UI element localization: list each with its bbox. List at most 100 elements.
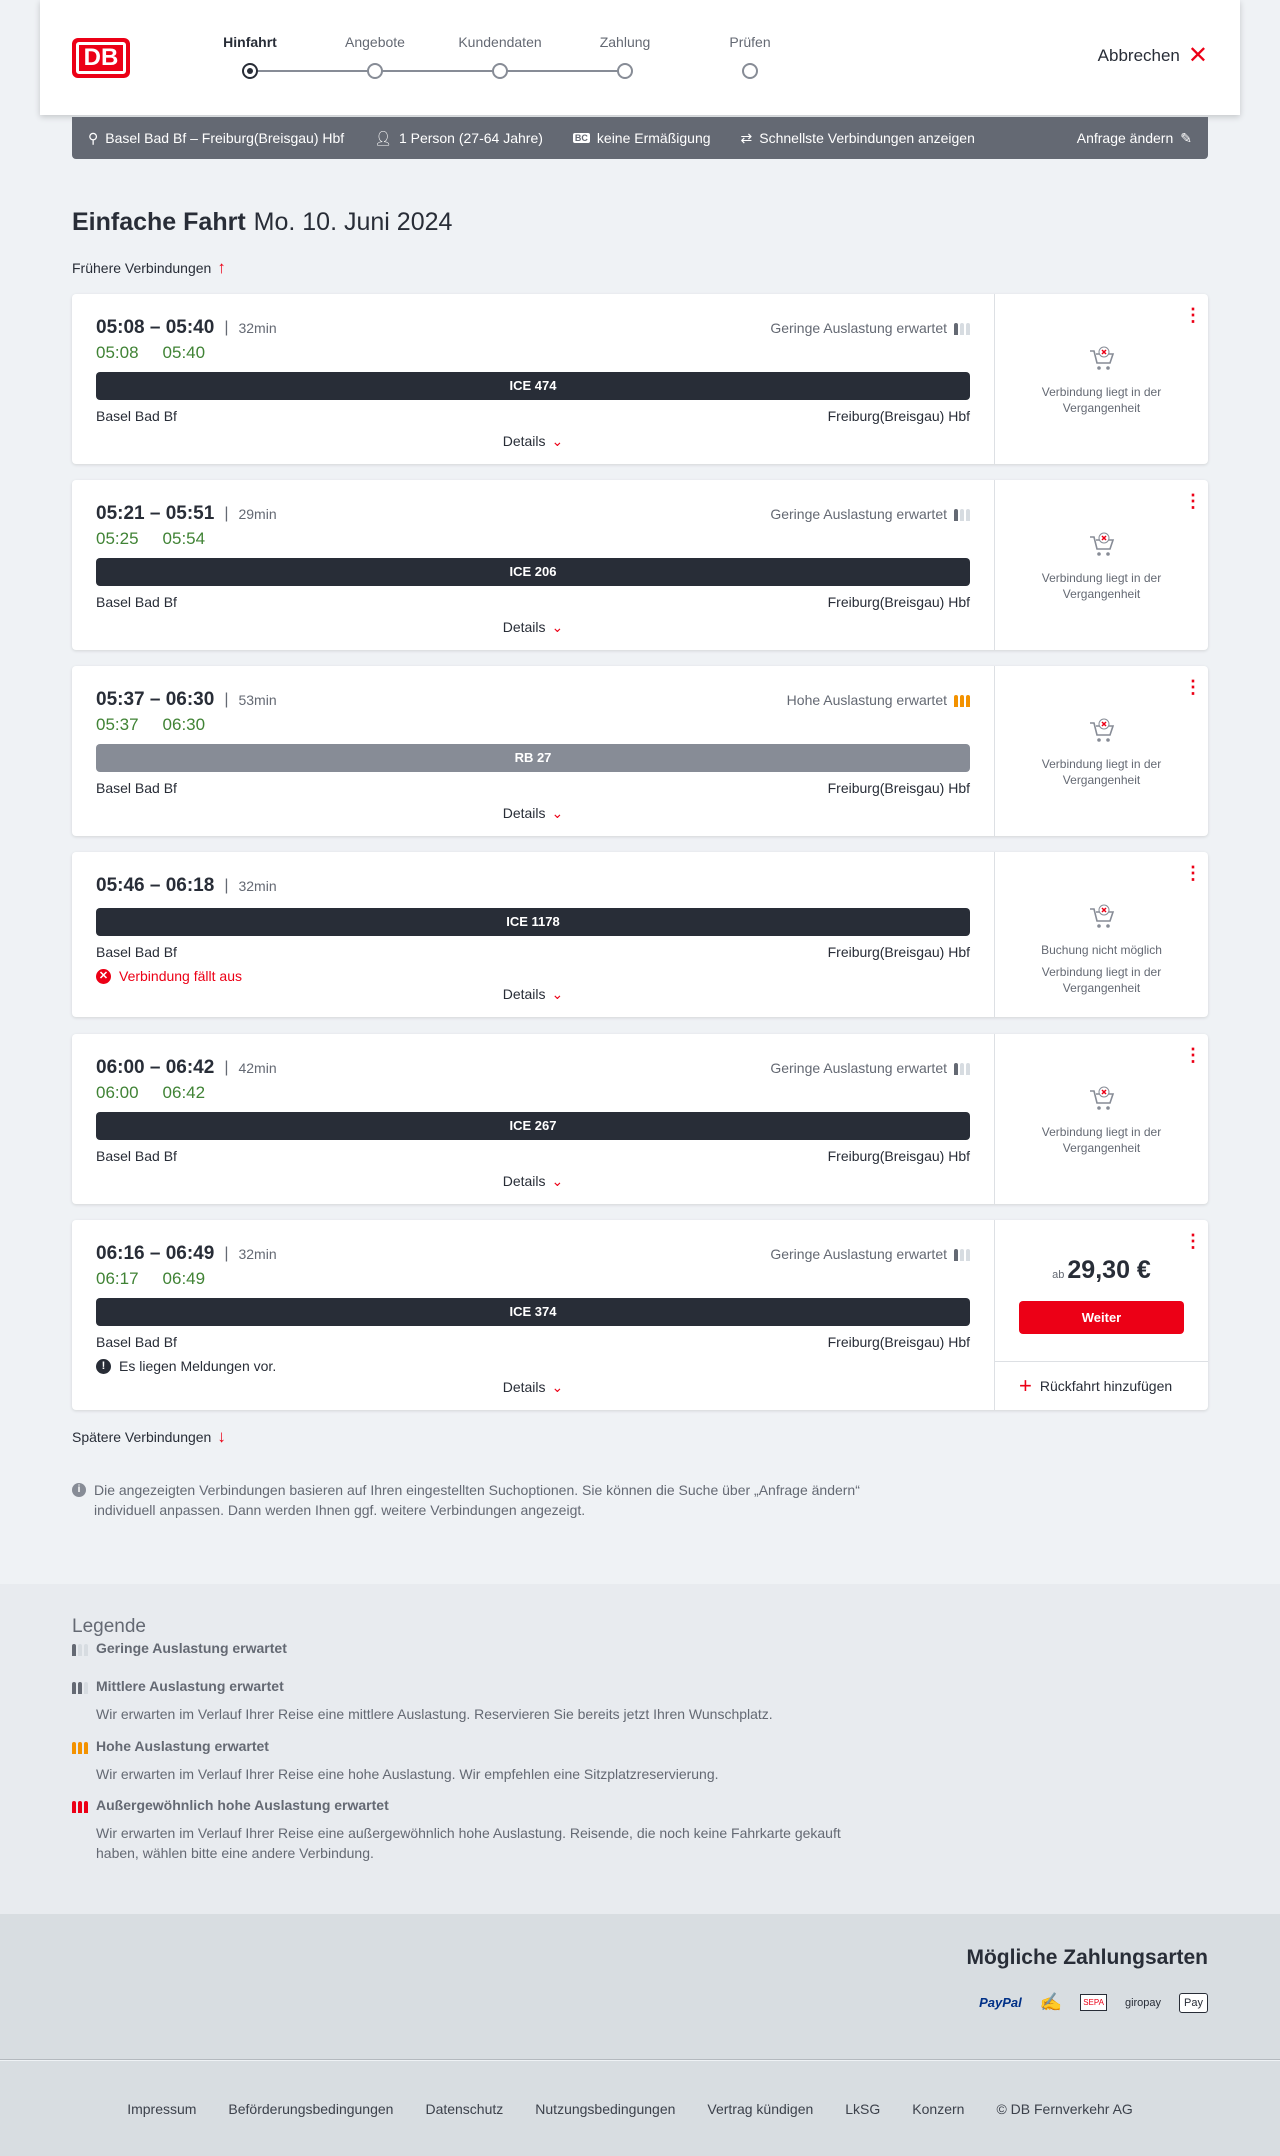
legend-item-text: Wir erwarten im Verlauf Ihrer Reise eine…: [96, 1706, 773, 1722]
offer-panel: ⋮ Verbindung liegt in der Vergangenheit: [994, 666, 1208, 836]
connection-card[interactable]: 06:00 – 06:42 | 42min Geringe Auslastung er…: [72, 1034, 1208, 1204]
details-toggle[interactable]: Details ⌄: [72, 1379, 994, 1396]
sepa-icon: SEPA: [1080, 1994, 1107, 2011]
passenger-text: 1 Person (27-64 Jahre): [398, 130, 543, 146]
footer-link[interactable]: Nutzungsbedingungen: [535, 2100, 676, 2117]
db-logo[interactable]: DB: [72, 38, 130, 78]
connection-main: 05:37 – 06:30 | 53min Hohe Auslastung erwar…: [72, 666, 994, 836]
later-connections-link[interactable]: Spätere Verbindungen ↓: [72, 1427, 226, 1447]
legend-item-text: Wir erwarten im Verlauf Ihrer Reise eine…: [96, 1766, 719, 1782]
status-text: Verbindung liegt in der Vergangenheit: [1041, 385, 1162, 415]
occupancy-low-icon: [954, 1248, 970, 1261]
add-return-trip-button[interactable]: + Rückfahrt hinzufügen: [995, 1361, 1208, 1410]
train-bar[interactable]: ICE 1178: [96, 908, 970, 936]
edit-search-button[interactable]: Anfrage ändern ✎: [1077, 130, 1192, 147]
footer-link[interactable]: LkSG: [845, 2100, 881, 2117]
earlier-connections-link[interactable]: Frühere Verbindungen ↑: [72, 258, 226, 278]
origin-station: Basel Bad Bf: [96, 944, 177, 960]
details-label: Details: [502, 1379, 546, 1395]
booking-status: Verbindung liegt in der Vergangenheit: [995, 716, 1208, 788]
notice-message: ! Es liegen Meldungen vor.: [96, 1358, 970, 1374]
passenger-info: 👤︎ 1 Person (27-64 Jahre): [374, 130, 543, 147]
booking-status: Verbindung liegt in der Vergangenheit: [995, 1084, 1208, 1156]
page-title: Einfache Fahrt Mo. 10. Juni 2024: [72, 208, 452, 237]
realtime-arrival: 06:49: [162, 1269, 206, 1288]
credit-card-icon: ✍: [1039, 1992, 1063, 2012]
occupancy-text: Geringe Auslastung erwartet: [770, 506, 947, 522]
payment-methods-section: Mögliche Zahlungsarten PayPal ✍ SEPA gir…: [0, 1914, 1280, 2060]
status-text: Verbindung liegt in der Vergangenheit: [1041, 965, 1162, 995]
more-options-icon[interactable]: ⋮: [1184, 491, 1202, 511]
error-circle-icon: ✕: [96, 968, 111, 984]
details-toggle[interactable]: Details ⌄: [72, 619, 994, 636]
details-label: Details: [502, 1173, 546, 1189]
option-text: Schnellste Verbindungen anzeigen: [759, 130, 975, 146]
header: DB Hinfahrt Angebote Kundendaten Zahlung…: [40, 0, 1240, 115]
details-toggle[interactable]: Details ⌄: [72, 1173, 994, 1190]
footer-link[interactable]: Impressum: [127, 2100, 197, 2117]
divider: |: [224, 505, 229, 522]
realtime-arrival: 05:54: [162, 529, 206, 548]
footer-link[interactable]: Konzern: [912, 2100, 965, 2117]
train-bar[interactable]: ICE 474: [96, 372, 970, 400]
origin-station: Basel Bad Bf: [96, 594, 177, 610]
info-note-text: Die angezeigten Verbindungen basieren au…: [94, 1482, 860, 1518]
connection-main: 06:00 – 06:42 | 42min Geringe Auslastung er…: [72, 1034, 994, 1204]
more-options-icon[interactable]: ⋮: [1184, 305, 1202, 325]
destination-station: Freiburg(Breisgau) Hbf: [827, 1148, 970, 1164]
cancel-button[interactable]: Abbrechen ✕: [1098, 44, 1208, 68]
connection-card[interactable]: 05:21 – 05:51 | 29min Geringe Auslastung er…: [72, 480, 1208, 650]
train-bar[interactable]: ICE 374: [96, 1298, 970, 1326]
details-toggle[interactable]: Details ⌄: [72, 986, 994, 1003]
exclamation-circle-icon: !: [96, 1358, 111, 1374]
realtime-arrival: 06:42: [162, 1083, 206, 1102]
more-options-icon[interactable]: ⋮: [1184, 1045, 1202, 1065]
train-bar[interactable]: ICE 267: [96, 1112, 970, 1140]
footer-link[interactable]: Vertrag kündigen: [707, 2100, 814, 2117]
scheduled-times: 06:00 – 06:42: [96, 1057, 215, 1078]
connection-card[interactable]: 05:46 – 06:18 | 32min ICE 1178 Basel Bad B…: [72, 852, 1208, 1017]
step-angebote: Angebote: [325, 34, 425, 79]
occupancy-high-icon: [72, 1741, 88, 1754]
trip-type: Einfache Fahrt: [72, 208, 246, 236]
message-text: Es liegen Meldungen vor.: [119, 1358, 277, 1374]
more-options-icon[interactable]: ⋮: [1184, 1231, 1202, 1251]
discount-info: BC keine Ermäßigung: [572, 130, 711, 146]
occupancy-info: Geringe Auslastung erwartet: [770, 320, 970, 336]
cart-unavailable-icon: [1089, 532, 1114, 556]
occupancy-low-icon: [954, 1062, 970, 1075]
train-bar[interactable]: RB 27: [96, 744, 970, 772]
offer-panel: ⋮ Verbindung liegt in der Vergangenheit: [994, 294, 1208, 464]
details-toggle[interactable]: Details ⌄: [72, 805, 994, 822]
price-prefix: ab: [1052, 1269, 1065, 1281]
connection-card[interactable]: 05:37 – 06:30 | 53min Hohe Auslastung erwar…: [72, 666, 1208, 836]
plus-icon: +: [1019, 1373, 1032, 1398]
details-label: Details: [502, 805, 546, 821]
cart-unavailable-icon: [1089, 1086, 1114, 1110]
occupancy-low-icon: [954, 508, 970, 521]
occupancy-info: Hohe Auslastung erwartet: [787, 692, 970, 708]
footer-link[interactable]: Beförderungsbedingungen: [228, 2100, 394, 2117]
step-dot-icon: [242, 63, 258, 79]
step-hinfahrt[interactable]: Hinfahrt: [200, 34, 300, 79]
legend-item-low: Geringe Auslastung erwartet: [72, 1640, 287, 1660]
legend-item-title: Hohe Auslastung erwartet: [96, 1738, 269, 1754]
more-options-icon[interactable]: ⋮: [1184, 863, 1202, 883]
occupancy-extra-icon: [72, 1800, 88, 1813]
occupancy-text: Geringe Auslastung erwartet: [770, 320, 947, 336]
connection-card[interactable]: 06:16 – 06:49 | 32min Geringe Auslastung er…: [72, 1220, 1208, 1410]
booking-status: Buchung nicht möglich Verbindung liegt in…: [995, 902, 1208, 996]
details-toggle[interactable]: Details ⌄: [72, 433, 994, 450]
connection-card[interactable]: 05:08 – 05:40 | 32min Geringe Auslastung er…: [72, 294, 1208, 464]
realtime-times: 05:37 06:30: [96, 715, 970, 737]
cancelled-message: ✕ Verbindung fällt aus: [96, 968, 970, 984]
more-options-icon[interactable]: ⋮: [1184, 677, 1202, 697]
continue-button[interactable]: Weiter: [1019, 1301, 1184, 1334]
footer-link[interactable]: Datenschutz: [425, 2100, 504, 2117]
origin-station: Basel Bad Bf: [96, 1334, 177, 1350]
status-text: Verbindung liegt in der Vergangenheit: [1041, 1125, 1162, 1155]
realtime-times: 05:08 05:40: [96, 343, 970, 365]
train-bar[interactable]: ICE 206: [96, 558, 970, 586]
duration: 32min: [238, 1246, 277, 1262]
legend-item-title: Geringe Auslastung erwartet: [96, 1640, 287, 1656]
